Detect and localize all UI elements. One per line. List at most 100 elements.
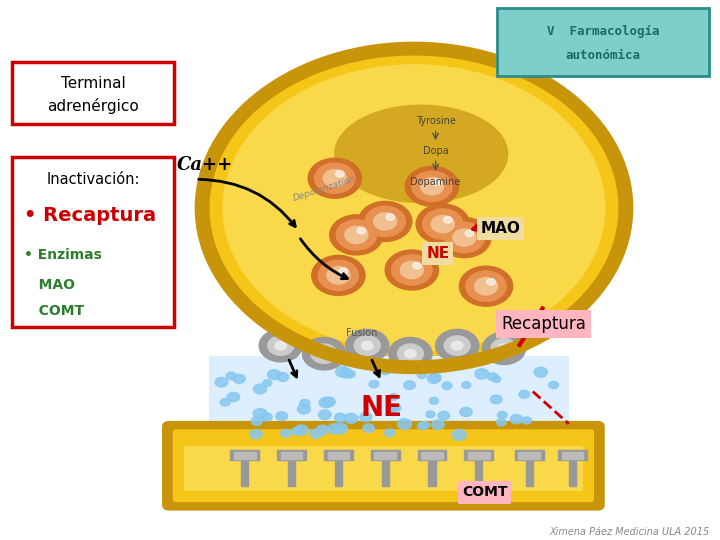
Circle shape [386,214,395,220]
Text: • Enzimas: • Enzimas [24,248,102,262]
Circle shape [413,262,421,269]
Text: Dopamine: Dopamine [410,177,461,187]
Circle shape [340,368,353,378]
Circle shape [475,369,489,379]
Circle shape [316,425,329,435]
Bar [475,459,482,486]
Circle shape [418,372,426,379]
Bar [468,452,490,459]
Circle shape [405,166,459,206]
Circle shape [431,420,444,429]
Circle shape [519,390,530,398]
FancyBboxPatch shape [497,8,709,76]
Circle shape [510,415,523,424]
Circle shape [534,367,547,377]
Circle shape [336,367,350,377]
Circle shape [318,260,359,291]
Circle shape [210,55,618,361]
Circle shape [335,413,346,422]
Circle shape [261,413,272,421]
Circle shape [405,349,416,358]
Circle shape [436,329,479,362]
Circle shape [233,374,246,383]
Circle shape [389,338,432,370]
Bar [328,452,349,459]
Circle shape [474,278,498,295]
Circle shape [433,179,441,185]
Circle shape [311,344,337,363]
Bar [518,452,540,459]
Circle shape [438,218,491,258]
Circle shape [297,404,310,414]
Circle shape [392,404,401,411]
Text: autonómica: autonómica [565,49,641,62]
Circle shape [215,377,228,387]
Bar [288,459,295,486]
Circle shape [263,380,272,387]
Circle shape [418,422,427,429]
Circle shape [387,405,397,413]
Circle shape [323,170,346,187]
Text: COMT: COMT [462,485,508,500]
Circle shape [251,417,262,426]
Ellipse shape [335,105,508,202]
Circle shape [315,163,355,193]
Circle shape [385,250,438,290]
Text: Ximena Páez Medicina ULA 2015: Ximena Páez Medicina ULA 2015 [549,527,709,537]
Circle shape [498,411,507,418]
Circle shape [465,230,474,237]
Circle shape [397,344,423,363]
Circle shape [482,332,526,365]
Circle shape [487,279,495,285]
Circle shape [522,417,531,424]
Circle shape [344,413,358,423]
Circle shape [227,393,240,402]
Circle shape [359,201,412,241]
Circle shape [444,222,485,253]
Text: Ca++: Ca++ [176,156,233,174]
FancyBboxPatch shape [163,422,603,509]
Circle shape [369,381,379,388]
Circle shape [430,373,441,382]
Circle shape [384,429,395,437]
FancyBboxPatch shape [184,446,583,491]
Bar [464,450,493,460]
Text: Tyrosine: Tyrosine [415,117,456,126]
Circle shape [281,429,291,437]
Circle shape [346,329,389,362]
FancyBboxPatch shape [209,356,569,440]
Circle shape [300,400,310,407]
Circle shape [302,338,346,370]
Bar [234,452,256,459]
Circle shape [374,213,397,230]
Circle shape [498,344,510,353]
Circle shape [363,424,374,433]
Bar [324,450,353,460]
Circle shape [330,215,383,255]
Circle shape [292,427,302,435]
Bar [558,450,587,460]
Circle shape [400,261,423,279]
Circle shape [416,204,469,244]
Circle shape [442,382,452,389]
Circle shape [336,220,377,250]
Circle shape [277,373,289,381]
Circle shape [308,158,361,198]
Circle shape [318,349,330,358]
Bar [515,450,544,460]
Circle shape [438,411,449,420]
Bar [335,459,342,486]
Text: • Recaptura: • Recaptura [24,206,157,225]
Text: NE: NE [426,246,449,261]
Bar [382,459,389,486]
Circle shape [462,382,471,388]
Circle shape [275,341,287,350]
Circle shape [334,423,348,434]
Circle shape [460,407,472,416]
Text: Dopa: Dopa [423,146,449,156]
Bar [569,459,576,486]
Circle shape [390,394,398,400]
Circle shape [487,373,498,381]
Circle shape [452,430,467,440]
Circle shape [412,171,452,201]
